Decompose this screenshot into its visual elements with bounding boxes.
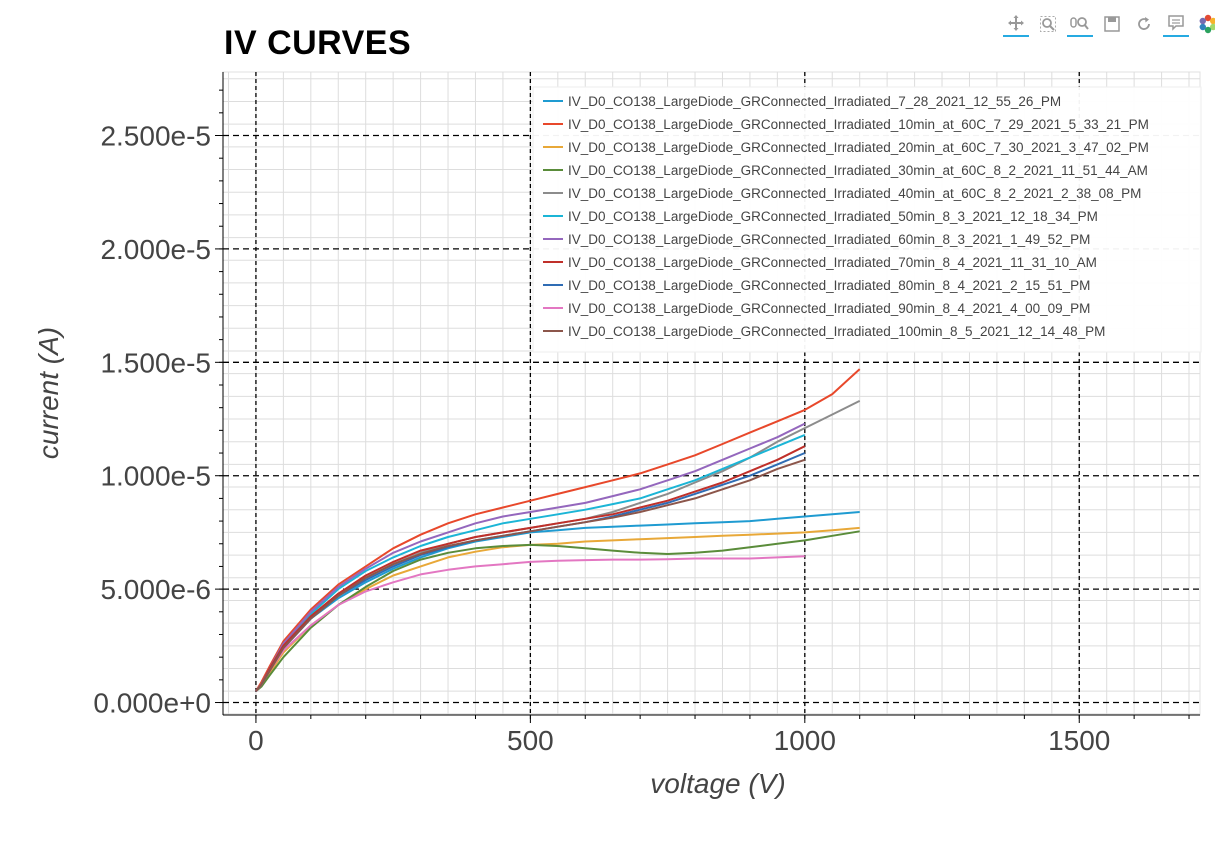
y-tick-label: 1.000e-5: [100, 461, 211, 492]
legend-item[interactable]: IV_D0_CO138_LargeDiode_GRConnected_Irrad…: [543, 278, 1090, 293]
legend-item[interactable]: IV_D0_CO138_LargeDiode_GRConnected_Irrad…: [543, 117, 1149, 132]
reset-icon: [1138, 17, 1150, 30]
legend-label: IV_D0_CO138_LargeDiode_GRConnected_Irrad…: [568, 278, 1090, 293]
series-line-7[interactable]: [255, 422, 806, 692]
legend-item[interactable]: IV_D0_CO138_LargeDiode_GRConnected_Irrad…: [543, 255, 1097, 270]
legend-label: IV_D0_CO138_LargeDiode_GRConnected_Irrad…: [568, 186, 1141, 201]
legend-item[interactable]: IV_D0_CO138_LargeDiode_GRConnected_Irrad…: [543, 94, 1061, 109]
hover-icon: [1168, 15, 1184, 31]
y-tick-label: 2.500e-5: [100, 121, 211, 152]
legend-item[interactable]: IV_D0_CO138_LargeDiode_GRConnected_Irrad…: [543, 301, 1090, 316]
plot-toolbar: [1003, 10, 1215, 38]
pan-icon: [1008, 15, 1024, 31]
legend-item[interactable]: IV_D0_CO138_LargeDiode_GRConnected_Irrad…: [543, 232, 1090, 247]
legend-item[interactable]: IV_D0_CO138_LargeDiode_GRConnected_Irrad…: [543, 186, 1141, 201]
y-tick-label: 5.000e-6: [100, 574, 211, 605]
series-line-6[interactable]: [255, 433, 806, 692]
legend-label: IV_D0_CO138_LargeDiode_GRConnected_Irrad…: [568, 255, 1097, 270]
wheel-zoom-icon: [1070, 17, 1089, 30]
pan-tool-button[interactable]: [1003, 11, 1029, 37]
series-layer: [255, 368, 861, 692]
reset-tool-button[interactable]: [1131, 11, 1157, 37]
series-line-10[interactable]: [255, 555, 805, 692]
hover-tool-button[interactable]: [1163, 11, 1189, 37]
axes: [215, 72, 1200, 723]
legend-label: IV_D0_CO138_LargeDiode_GRConnected_Irrad…: [568, 301, 1090, 316]
x-tick-label: 1000: [774, 725, 836, 756]
wheel-zoom-tool-button[interactable]: [1067, 11, 1093, 37]
series-line-8[interactable]: [255, 445, 806, 692]
legend-label: IV_D0_CO138_LargeDiode_GRConnected_Irrad…: [568, 94, 1061, 109]
legend-label: IV_D0_CO138_LargeDiode_GRConnected_Irrad…: [568, 324, 1105, 339]
y-tick-label: 2.000e-5: [100, 234, 211, 265]
legend-item[interactable]: IV_D0_CO138_LargeDiode_GRConnected_Irrad…: [543, 209, 1098, 224]
y-tick-label: 1.500e-5: [100, 347, 211, 378]
legend: IV_D0_CO138_LargeDiode_GRConnected_Irrad…: [532, 86, 1202, 353]
legend-item[interactable]: IV_D0_CO138_LargeDiode_GRConnected_Irrad…: [543, 140, 1149, 155]
series-line-11[interactable]: [255, 458, 806, 692]
legend-item[interactable]: IV_D0_CO138_LargeDiode_GRConnected_Irrad…: [543, 163, 1148, 178]
bokeh-logo-icon: [1199, 14, 1215, 34]
bokeh-logo-link[interactable]: [1195, 11, 1215, 37]
y-axis-label: current (A): [33, 327, 64, 459]
x-axis-label: voltage (V): [650, 768, 785, 799]
series-line-2[interactable]: [255, 368, 861, 692]
legend-item[interactable]: IV_D0_CO138_LargeDiode_GRConnected_Irrad…: [543, 324, 1105, 339]
box-zoom-tool-button[interactable]: [1035, 11, 1061, 37]
box-zoom-icon: [1040, 16, 1056, 32]
x-tick-label: 0: [248, 725, 264, 756]
legend-box: [532, 86, 1202, 353]
save-icon: [1104, 16, 1120, 32]
chart-title: IV CURVES: [224, 24, 412, 62]
series-line-4[interactable]: [255, 530, 860, 692]
tick-labels: 0 500 1000 1500 0.000e+0 5.000e-6 1.000e-5 1.50…: [93, 121, 1110, 756]
x-tick-label: 1500: [1048, 725, 1110, 756]
legend-label: IV_D0_CO138_LargeDiode_GRConnected_Irrad…: [568, 140, 1149, 155]
save-tool-button[interactable]: [1099, 11, 1125, 37]
legend-label: IV_D0_CO138_LargeDiode_GRConnected_Irrad…: [568, 117, 1149, 132]
legend-label: IV_D0_CO138_LargeDiode_GRConnected_Irrad…: [568, 163, 1148, 178]
x-tick-label: 500: [507, 725, 554, 756]
legend-label: IV_D0_CO138_LargeDiode_GRConnected_Irrad…: [568, 232, 1090, 247]
y-tick-label: 0.000e+0: [93, 688, 211, 719]
legend-label: IV_D0_CO138_LargeDiode_GRConnected_Irrad…: [568, 209, 1098, 224]
